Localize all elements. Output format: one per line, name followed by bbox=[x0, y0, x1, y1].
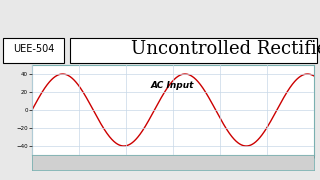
FancyBboxPatch shape bbox=[3, 38, 64, 63]
Text: UEE-504: UEE-504 bbox=[13, 44, 54, 54]
FancyBboxPatch shape bbox=[70, 38, 317, 63]
Text: Uncontrolled Rectifier: Uncontrolled Rectifier bbox=[131, 40, 320, 58]
Text: AC Input: AC Input bbox=[150, 81, 194, 90]
